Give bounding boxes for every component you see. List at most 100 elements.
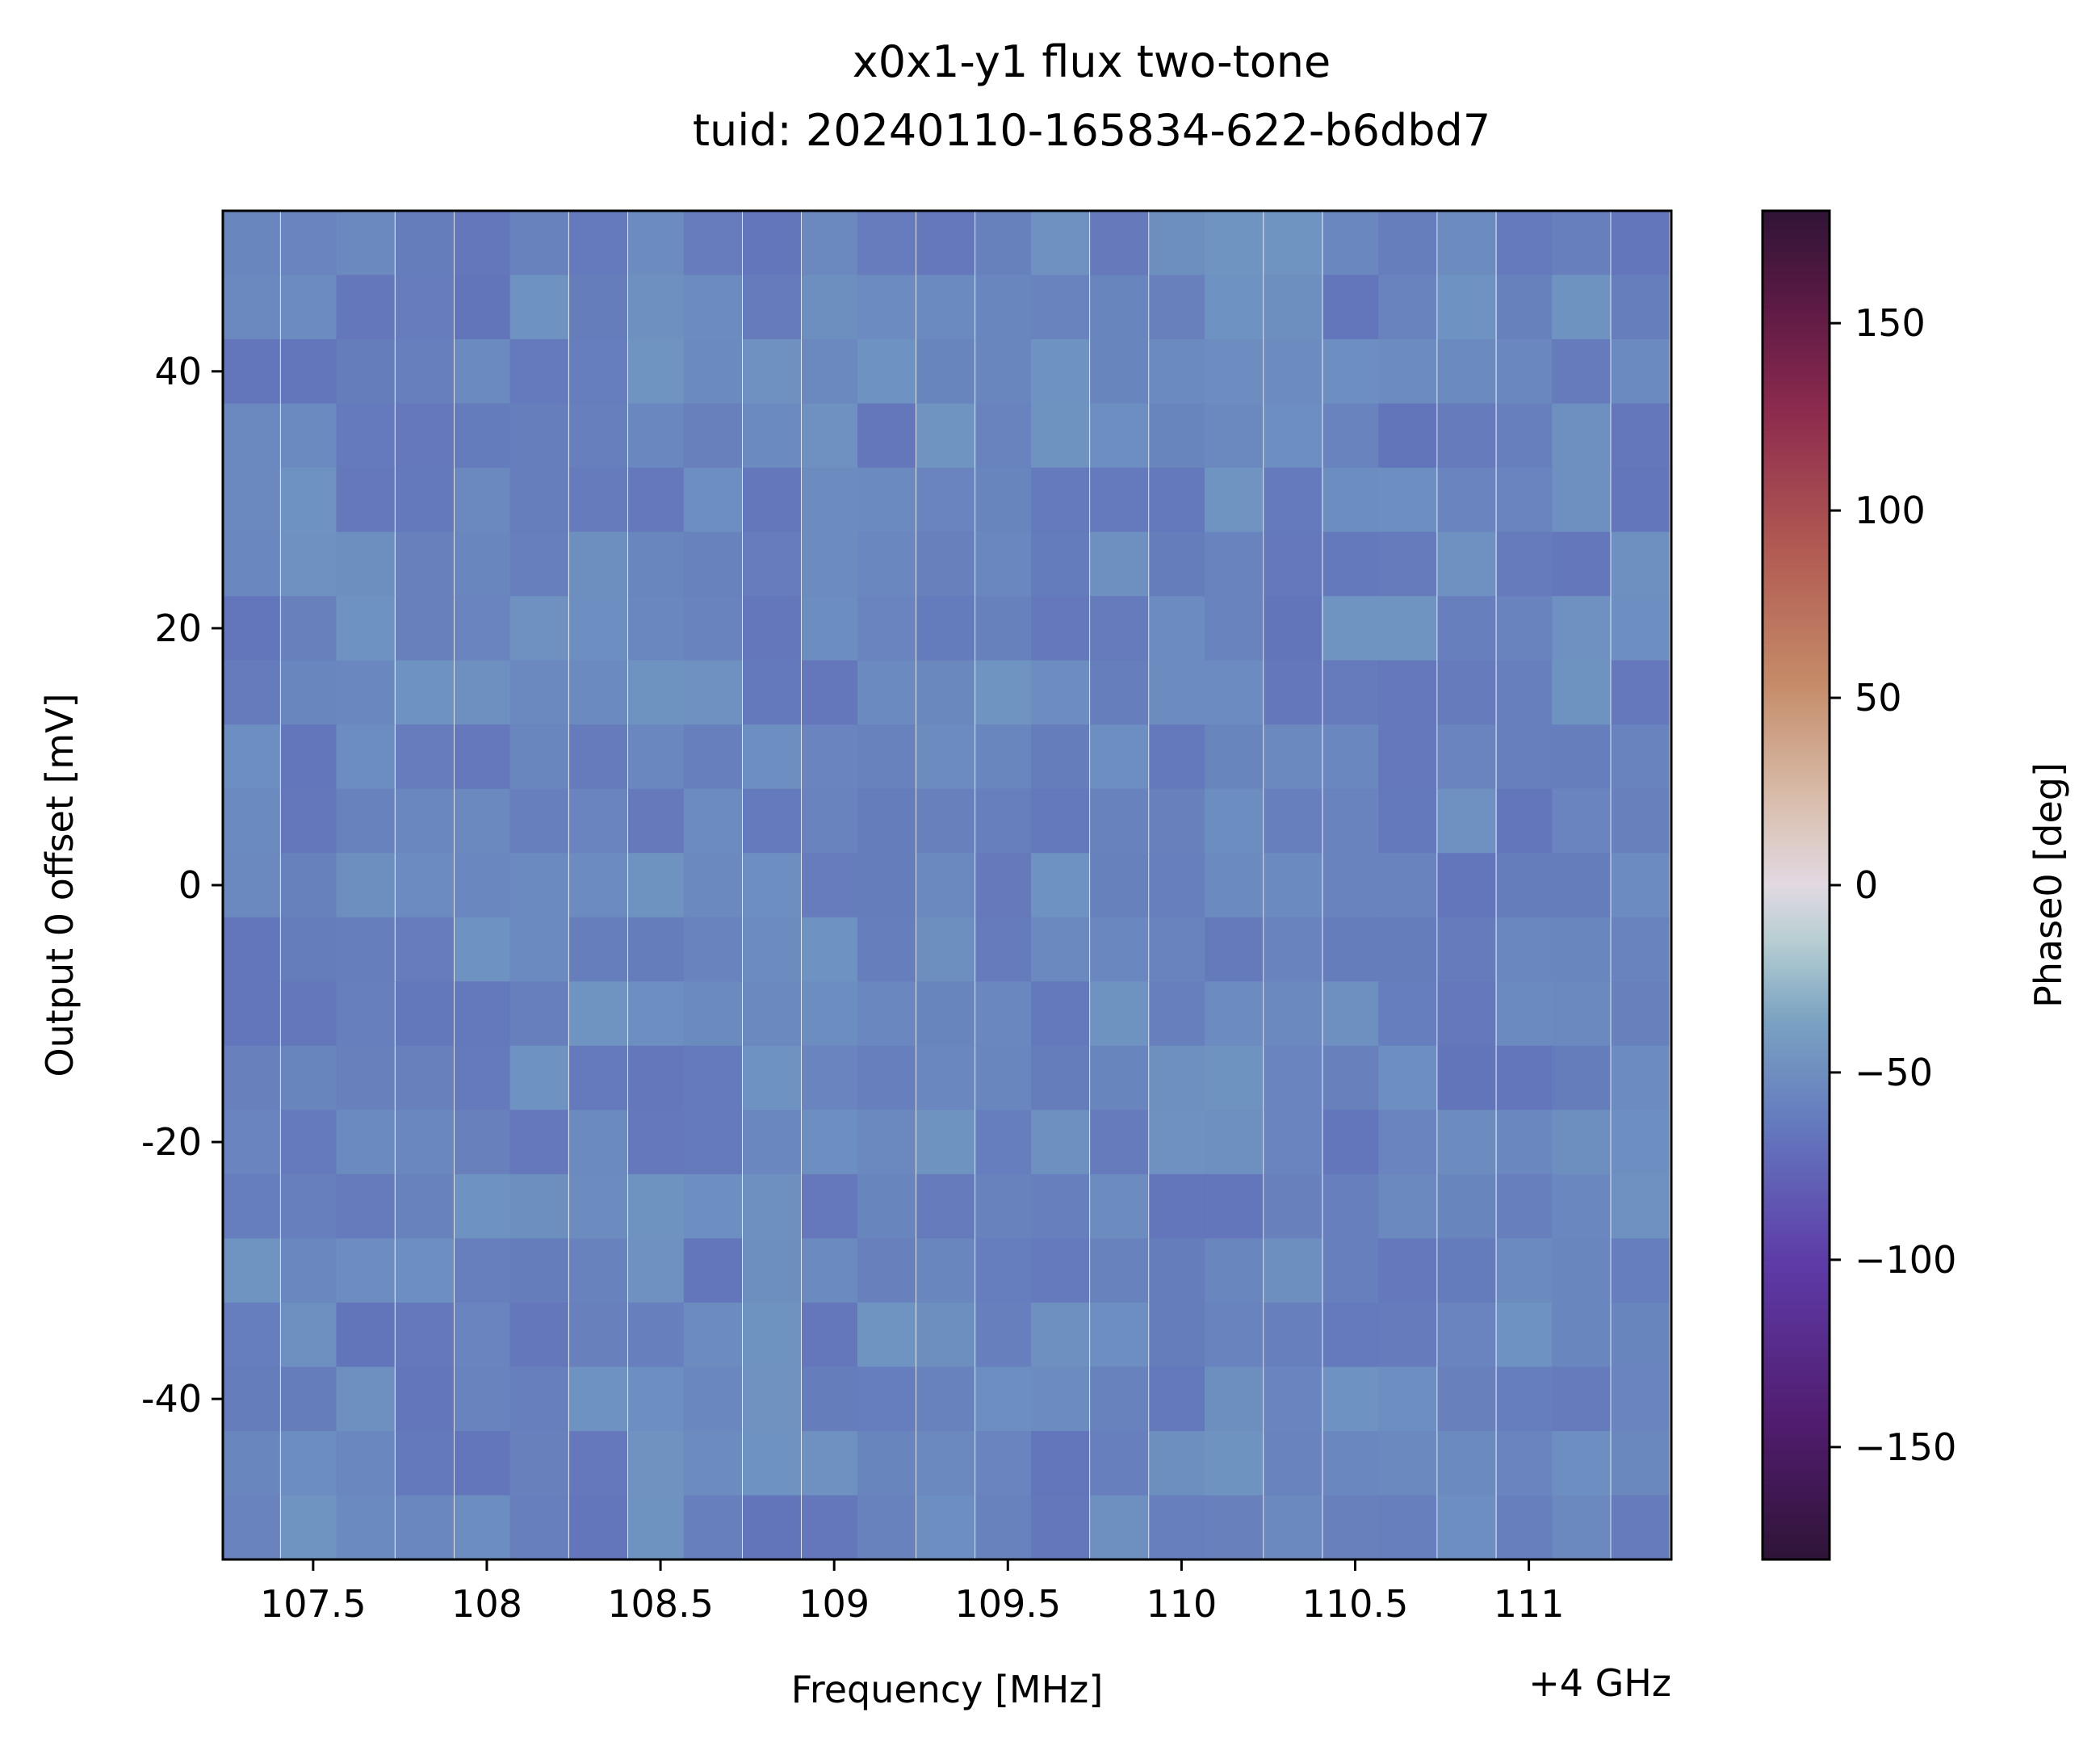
heatmap-cell <box>1611 339 1670 405</box>
heatmap-cell <box>1031 724 1090 790</box>
heatmap-cell <box>916 531 975 597</box>
heatmap-cell <box>802 1238 861 1303</box>
heatmap-cell <box>280 1110 339 1175</box>
heatmap-cell <box>454 275 513 340</box>
heatmap-cell <box>280 1431 339 1496</box>
heatmap-cell <box>568 596 628 661</box>
heatmap-cell <box>1031 596 1090 661</box>
heatmap-cell <box>802 660 861 725</box>
heatmap-cell <box>683 1238 743 1303</box>
heatmap-cell <box>1031 211 1090 276</box>
heatmap-cell <box>975 981 1034 1047</box>
x-tick-label: 107.5 <box>260 1582 367 1626</box>
heatmap-cell <box>916 981 975 1047</box>
heatmap-cell <box>1496 211 1555 276</box>
heatmap-cell <box>454 468 513 533</box>
heatmap-cell <box>1264 1045 1322 1110</box>
heatmap-cell <box>280 275 339 340</box>
heatmap-cell <box>1552 1431 1611 1496</box>
heatmap-cell <box>1437 1495 1496 1560</box>
heatmap-cell <box>916 853 975 918</box>
chart-subtitle: tuid: 20240110-165834-622-b6dbd7 <box>693 105 1490 156</box>
heatmap-cell <box>857 660 916 725</box>
heatmap-cell <box>975 1302 1034 1367</box>
heatmap-cell <box>627 1495 687 1560</box>
heatmap-cell <box>1205 1431 1264 1496</box>
x-axis-ticks: 107.5 108 108.5 109 109.5 110 110.5 111 <box>260 1559 1565 1626</box>
heatmap-cell <box>1205 1110 1264 1175</box>
heatmap-cell <box>1322 1302 1381 1367</box>
heatmap-cell <box>336 531 395 597</box>
heatmap-cell <box>1205 917 1264 982</box>
heatmap-cell <box>1031 403 1090 468</box>
heatmap-cell <box>454 403 513 468</box>
heatmap-cell <box>454 724 513 790</box>
heatmap-cell <box>336 1045 395 1110</box>
heatmap-cell <box>857 339 916 405</box>
heatmap-cell <box>1090 788 1149 854</box>
heatmap-cell <box>568 981 628 1047</box>
heatmap-cell <box>568 1238 628 1303</box>
heatmap-cell <box>568 339 628 405</box>
heatmap-cell <box>916 339 975 405</box>
heatmap-cell <box>336 468 395 533</box>
heatmap-cell <box>509 788 568 854</box>
heatmap-cell <box>1149 853 1208 918</box>
heatmap-cell <box>1090 1366 1149 1432</box>
heatmap-cell <box>1090 275 1149 340</box>
heatmap-cell <box>454 1495 513 1560</box>
heatmap-cell <box>1264 1110 1322 1175</box>
heatmap-cell <box>509 1238 568 1303</box>
colorbar-ticks: 150 100 50 0 −50 −100 −150 <box>1830 301 1956 1469</box>
heatmap-cell <box>1322 275 1381 340</box>
heatmap-cell <box>742 853 802 918</box>
heatmap-cell <box>802 1173 861 1239</box>
x-tick-label: 109 <box>799 1582 870 1626</box>
heatmap-cell <box>742 1366 802 1432</box>
heatmap-cell <box>1552 531 1611 597</box>
heatmap-cell <box>454 1045 513 1110</box>
heatmap-cell <box>223 403 280 468</box>
heatmap-cell <box>280 596 339 661</box>
heatmap-cell <box>280 853 339 918</box>
heatmap-cell <box>683 468 743 533</box>
heatmap-cell <box>454 981 513 1047</box>
heatmap-cell <box>1496 1110 1555 1175</box>
heatmap-cell <box>1149 468 1208 533</box>
heatmap-cell <box>1090 468 1149 533</box>
heatmap-cell <box>742 660 802 725</box>
heatmap-cell <box>223 1431 280 1496</box>
heatmap-cell <box>683 339 743 405</box>
heatmap-cell <box>1552 1045 1611 1110</box>
heatmap-cell <box>857 853 916 918</box>
heatmap-cell <box>1378 724 1437 790</box>
heatmap-cell <box>1496 403 1555 468</box>
y-tick-label: 20 <box>154 607 202 650</box>
heatmap-cell <box>1205 1045 1264 1110</box>
heatmap-cell <box>509 403 568 468</box>
heatmap-cell <box>627 403 687 468</box>
heatmap-cell <box>975 1366 1034 1432</box>
heatmap-cell <box>1496 660 1555 725</box>
heatmap-cell <box>1149 917 1208 982</box>
heatmap-cell <box>742 1302 802 1367</box>
heatmap-cell <box>975 917 1034 982</box>
heatmap-cell <box>336 1431 395 1496</box>
heatmap-cell <box>1090 724 1149 790</box>
x-tick-label: 110.5 <box>1302 1582 1409 1626</box>
heatmap-cell <box>857 1173 916 1239</box>
heatmap-cell <box>683 1302 743 1367</box>
heatmap-cell <box>1264 724 1322 790</box>
heatmap-cell <box>1149 339 1208 405</box>
heatmap-cell <box>509 596 568 661</box>
heatmap-cell <box>568 1431 628 1496</box>
heatmap-cell <box>1264 1302 1322 1367</box>
colorbar-tick-label: 0 <box>1855 863 1878 907</box>
heatmap-cell <box>1264 853 1322 918</box>
heatmap-cell <box>1264 1238 1322 1303</box>
heatmap-cell <box>1437 468 1496 533</box>
heatmap-cell <box>1031 981 1090 1047</box>
heatmap-cell <box>509 1495 568 1560</box>
heatmap-cell <box>1031 1045 1090 1110</box>
heatmap-cell <box>1552 1366 1611 1432</box>
